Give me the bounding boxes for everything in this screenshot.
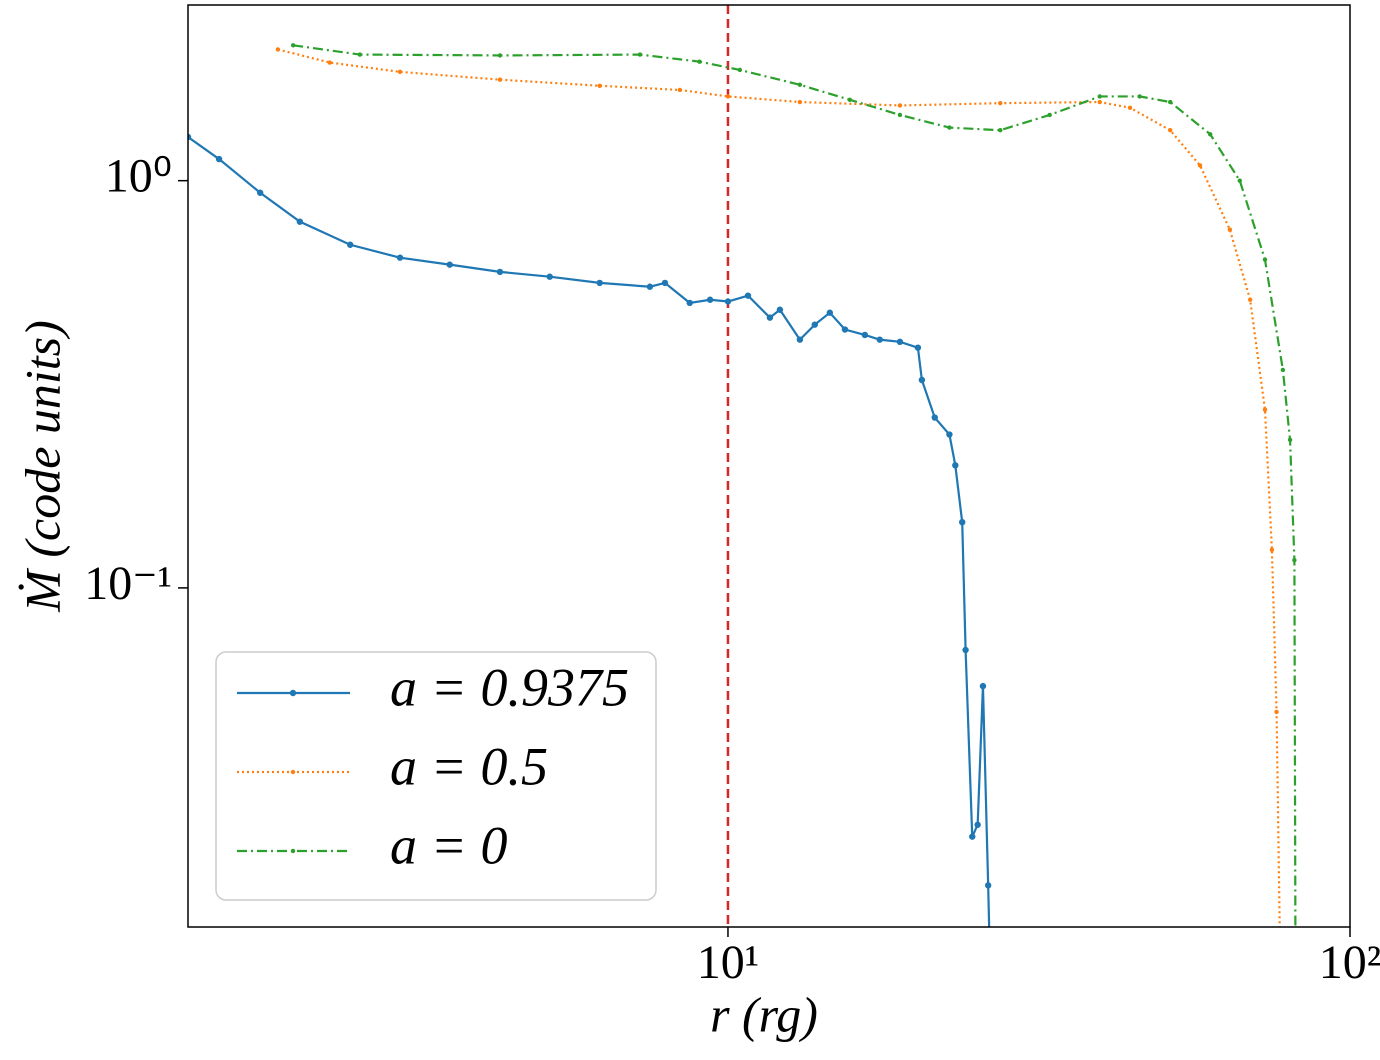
data-point (918, 376, 926, 384)
data-point (296, 218, 304, 225)
legend-box (215, 651, 657, 901)
data-point (1274, 709, 1279, 715)
data-point (596, 279, 603, 287)
data-point (290, 43, 296, 48)
data-point (766, 314, 774, 321)
data-point (725, 94, 731, 99)
data-point (984, 882, 992, 889)
data-point (1227, 227, 1233, 232)
data-point (841, 326, 849, 333)
data-point (697, 59, 702, 64)
data-point (1207, 132, 1213, 137)
data-point (744, 292, 752, 299)
data-point (1287, 437, 1293, 443)
data-point (931, 414, 938, 421)
data-point (188, 133, 192, 141)
legend: a = 0.9375 a = 0.5 a = 0 (215, 651, 657, 901)
plot-area (188, 5, 1297, 927)
data-point (677, 87, 683, 93)
data-point (397, 69, 403, 75)
data-point (1168, 128, 1173, 133)
data-point (811, 321, 818, 328)
y-tick-label: 10⁰ (105, 150, 172, 203)
data-point (998, 100, 1003, 106)
data-point (1197, 163, 1203, 168)
data-point (979, 682, 987, 690)
data-point (1237, 178, 1242, 183)
data-point (896, 338, 904, 346)
x-tick-label: 10² (1319, 936, 1380, 989)
data-point (897, 103, 903, 108)
data-point (637, 52, 643, 57)
data-point (357, 52, 363, 57)
data-point (1137, 94, 1142, 99)
data-point (661, 279, 669, 287)
data-point (959, 518, 966, 526)
data-point (946, 431, 953, 438)
data-point (876, 336, 883, 343)
legend-marker (290, 848, 296, 854)
data-point (446, 261, 453, 268)
data-point (847, 97, 853, 102)
data-point (826, 309, 834, 316)
data-point (1097, 94, 1102, 99)
data-point (1262, 257, 1268, 262)
series-line (277, 48, 1281, 927)
data-point (914, 344, 922, 351)
data-point (1047, 112, 1052, 118)
data-point (546, 273, 553, 280)
data-point (1168, 99, 1173, 105)
data-point (1262, 407, 1268, 412)
y-tick-label: 10⁻¹ (84, 557, 172, 610)
data-point (327, 60, 332, 65)
data-point (215, 155, 223, 163)
data-point (1292, 557, 1297, 563)
data-point (1269, 547, 1275, 553)
data-point (998, 128, 1003, 133)
data-point (686, 299, 693, 307)
data-point (706, 296, 714, 303)
data-point (974, 821, 981, 828)
x-axis-label: r (rg) (710, 986, 818, 1042)
y-axis-label: Ṁ (code units) (14, 320, 70, 613)
legend-label: a = 0.9375 (390, 657, 629, 717)
series-line (293, 44, 1297, 927)
legend-marker (290, 769, 296, 775)
legend-marker (289, 689, 297, 697)
data-point (797, 82, 803, 87)
data-point (1247, 297, 1253, 302)
data-point (897, 112, 903, 118)
data-point (497, 53, 503, 58)
legend-label: a = 0 (390, 815, 507, 875)
data-point (796, 336, 804, 343)
data-point (969, 833, 976, 840)
axes-frame (187, 4, 1351, 928)
data-point (597, 83, 602, 88)
data-point (1280, 367, 1286, 373)
data-point (724, 298, 732, 305)
data-point (347, 241, 354, 248)
data-point (776, 306, 784, 313)
data-point (396, 254, 404, 261)
legend-label: a = 0.5 (390, 736, 548, 796)
x-tick-label: 10¹ (697, 936, 759, 989)
data-point (275, 47, 281, 52)
data-point (646, 283, 654, 290)
data-point (1127, 105, 1133, 110)
data-point (737, 67, 743, 73)
data-point (952, 462, 959, 469)
data-point (797, 99, 803, 105)
data-point (962, 646, 969, 654)
data-point (1097, 99, 1102, 105)
data-point (497, 77, 503, 82)
data-point (256, 189, 264, 196)
data-point (496, 268, 504, 276)
data-point (861, 331, 869, 339)
data-point (947, 125, 952, 130)
